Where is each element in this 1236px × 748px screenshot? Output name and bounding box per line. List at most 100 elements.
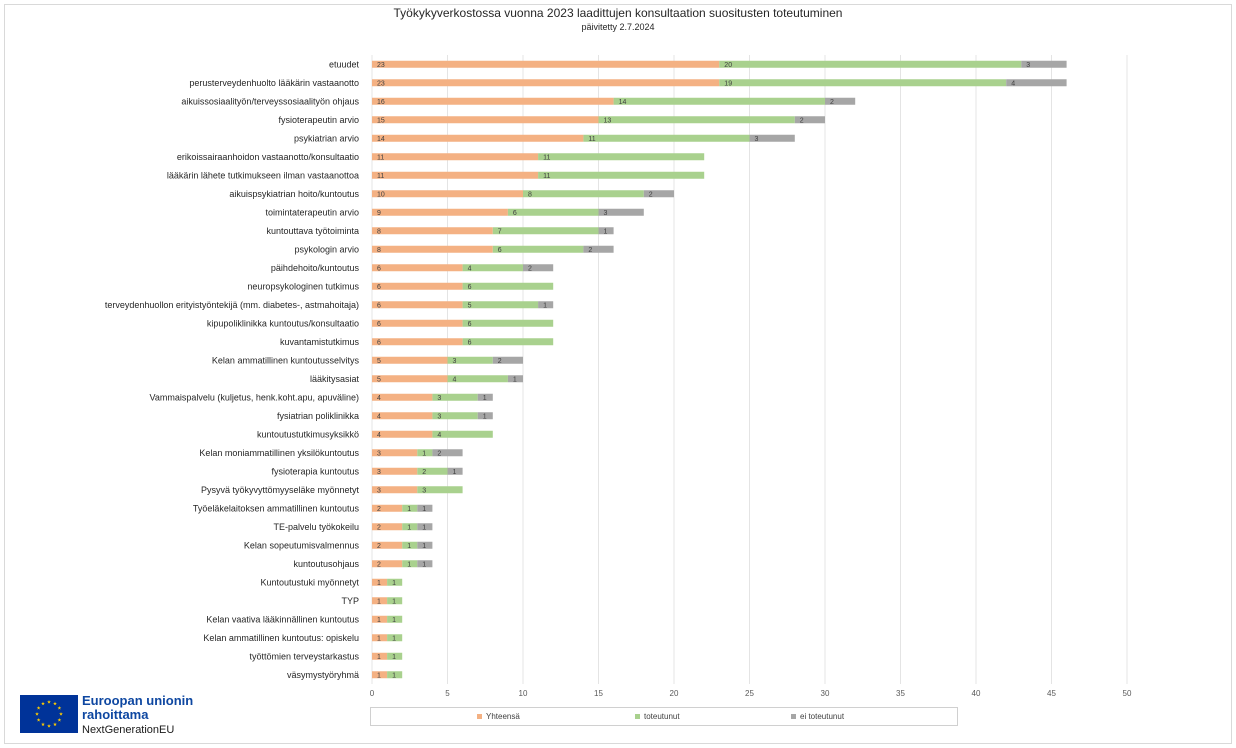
data-label-yhteensa-30: 1: [377, 617, 381, 624]
data-label-yhteensa-19: 4: [377, 413, 381, 420]
data-label-ei-toteutunut-8: 3: [604, 210, 608, 217]
bar-yhteensa-18: [372, 393, 433, 401]
eu-star-icon: [59, 712, 63, 716]
bar-toteutunut-24: [402, 504, 418, 512]
data-label-yhteensa-28: 1: [377, 580, 381, 587]
bar-toteutunut-3: [598, 116, 795, 124]
bar-toteutunut-15: [462, 338, 554, 346]
category-label-11: päihdehoito/kuntoutus: [271, 263, 360, 273]
data-label-yhteensa-14: 6: [377, 321, 381, 328]
data-label-toteutunut-14: 6: [468, 321, 472, 328]
category-label-12: neuropsykologinen tutkimus: [247, 281, 359, 291]
data-label-yhteensa-18: 4: [377, 395, 381, 402]
x-tick-label-50: 50: [1123, 689, 1132, 698]
data-label-ei-toteutunut-22: 1: [453, 469, 457, 476]
bar-toteutunut-27: [402, 560, 418, 568]
category-label-15: kuvantamistutkimus: [280, 337, 360, 347]
data-label-ei-toteutunut-10: 2: [588, 247, 592, 254]
data-label-yhteensa-32: 1: [377, 654, 381, 661]
bar-toteutunut-2: [613, 97, 825, 105]
category-label-31: Kelan ammatillinen kuntoutus: opiskelu: [203, 633, 359, 643]
data-label-yhteensa-7: 10: [377, 191, 385, 198]
bar-yhteensa-6: [372, 171, 539, 179]
data-label-yhteensa-24: 2: [377, 506, 381, 513]
data-label-toteutunut-24: 1: [407, 506, 411, 513]
bar-toteutunut-10: [492, 245, 584, 253]
data-label-yhteensa-27: 2: [377, 561, 381, 568]
bar-yhteensa-23: [372, 486, 418, 494]
data-label-toteutunut-13: 5: [468, 302, 472, 309]
bar-ei-toteutunut-8: [598, 208, 644, 216]
data-label-yhteensa-16: 5: [377, 358, 381, 365]
data-label-ei-toteutunut-19: 1: [483, 413, 487, 420]
data-label-yhteensa-29: 1: [377, 598, 381, 605]
data-label-yhteensa-5: 11: [377, 154, 384, 161]
data-label-yhteensa-2: 16: [377, 99, 385, 106]
data-label-yhteensa-26: 2: [377, 543, 381, 550]
bar-toteutunut-22: [417, 467, 448, 475]
data-label-toteutunut-15: 6: [468, 339, 472, 346]
data-label-toteutunut-9: 7: [498, 228, 502, 235]
bar-yhteensa-13: [372, 301, 463, 309]
bar-toteutunut-23: [417, 486, 463, 494]
x-tick-label-40: 40: [972, 689, 981, 698]
bar-yhteensa-7: [372, 190, 523, 198]
eu-star-icon: [41, 701, 45, 706]
data-label-toteutunut-20: 4: [437, 432, 441, 439]
eu-funding-text: Euroopan unionin rahoittama: [82, 694, 193, 722]
bar-toteutunut-11: [462, 264, 523, 272]
bar-toteutunut-4: [583, 134, 750, 142]
bar-toteutunut-1: [719, 79, 1007, 87]
data-label-toteutunut-26: 1: [407, 543, 411, 550]
bar-toteutunut-25: [402, 523, 418, 531]
bar-ei-toteutunut-10: [583, 245, 614, 253]
category-label-17: lääkitysasiat: [310, 374, 360, 384]
legend-swatch-ei-toteutunut: [791, 714, 796, 720]
data-label-toteutunut-0: 20: [724, 62, 732, 69]
bar-toteutunut-9: [492, 227, 599, 235]
category-label-30: Kelan vaativa lääkinnällinen kuntoutus: [206, 614, 359, 624]
data-label-yhteensa-21: 3: [377, 450, 381, 457]
bar-toteutunut-26: [402, 541, 418, 549]
bar-toteutunut-28: [387, 578, 403, 586]
data-label-toteutunut-12: 6: [468, 284, 472, 291]
legend-label-ei-toteutunut: ei toteutunut: [800, 712, 845, 721]
data-label-yhteensa-4: 14: [377, 136, 385, 143]
bar-yhteensa-28: [372, 578, 388, 586]
data-label-yhteensa-15: 6: [377, 339, 381, 346]
bar-yhteensa-21: [372, 449, 418, 457]
bar-ei-toteutunut-7: [643, 190, 674, 198]
category-label-3: fysioterapeutin arvio: [278, 115, 359, 125]
data-label-toteutunut-18: 3: [437, 395, 441, 402]
eu-star-icon: [47, 724, 51, 728]
eu-star-icon: [41, 722, 45, 727]
data-label-yhteensa-10: 8: [377, 247, 381, 254]
eu-star-icon: [57, 718, 62, 722]
bar-toteutunut-5: [538, 153, 705, 161]
eu-line2: rahoittama: [82, 707, 149, 722]
bar-yhteensa-16: [372, 356, 448, 364]
data-label-yhteensa-3: 15: [377, 117, 385, 124]
data-label-toteutunut-16: 3: [453, 358, 457, 365]
x-tick-label-5: 5: [445, 689, 450, 698]
bar-yhteensa-20: [372, 430, 433, 438]
bar-yhteensa-22: [372, 467, 418, 475]
bar-toteutunut-19: [432, 412, 478, 420]
data-label-toteutunut-1: 19: [724, 80, 732, 87]
data-label-toteutunut-31: 1: [392, 635, 396, 642]
bar-ei-toteutunut-13: [538, 301, 554, 309]
data-label-yhteensa-20: 4: [377, 432, 381, 439]
bar-ei-toteutunut-4: [749, 134, 795, 142]
bar-yhteensa-14: [372, 319, 463, 327]
category-label-9: kuntouttava työtoiminta: [266, 226, 359, 236]
data-label-toteutunut-2: 14: [619, 99, 627, 106]
x-tick-label-30: 30: [821, 689, 830, 698]
data-label-ei-toteutunut-21: 2: [437, 450, 441, 457]
data-label-toteutunut-19: 3: [437, 413, 441, 420]
chart-title: Työkykyverkostossa vuonna 2023 laadittuj…: [393, 6, 843, 20]
data-label-yhteensa-17: 5: [377, 376, 381, 383]
bar-yhteensa-30: [372, 615, 388, 623]
x-tick-label-0: 0: [370, 689, 375, 698]
data-label-yhteensa-11: 6: [377, 265, 381, 272]
